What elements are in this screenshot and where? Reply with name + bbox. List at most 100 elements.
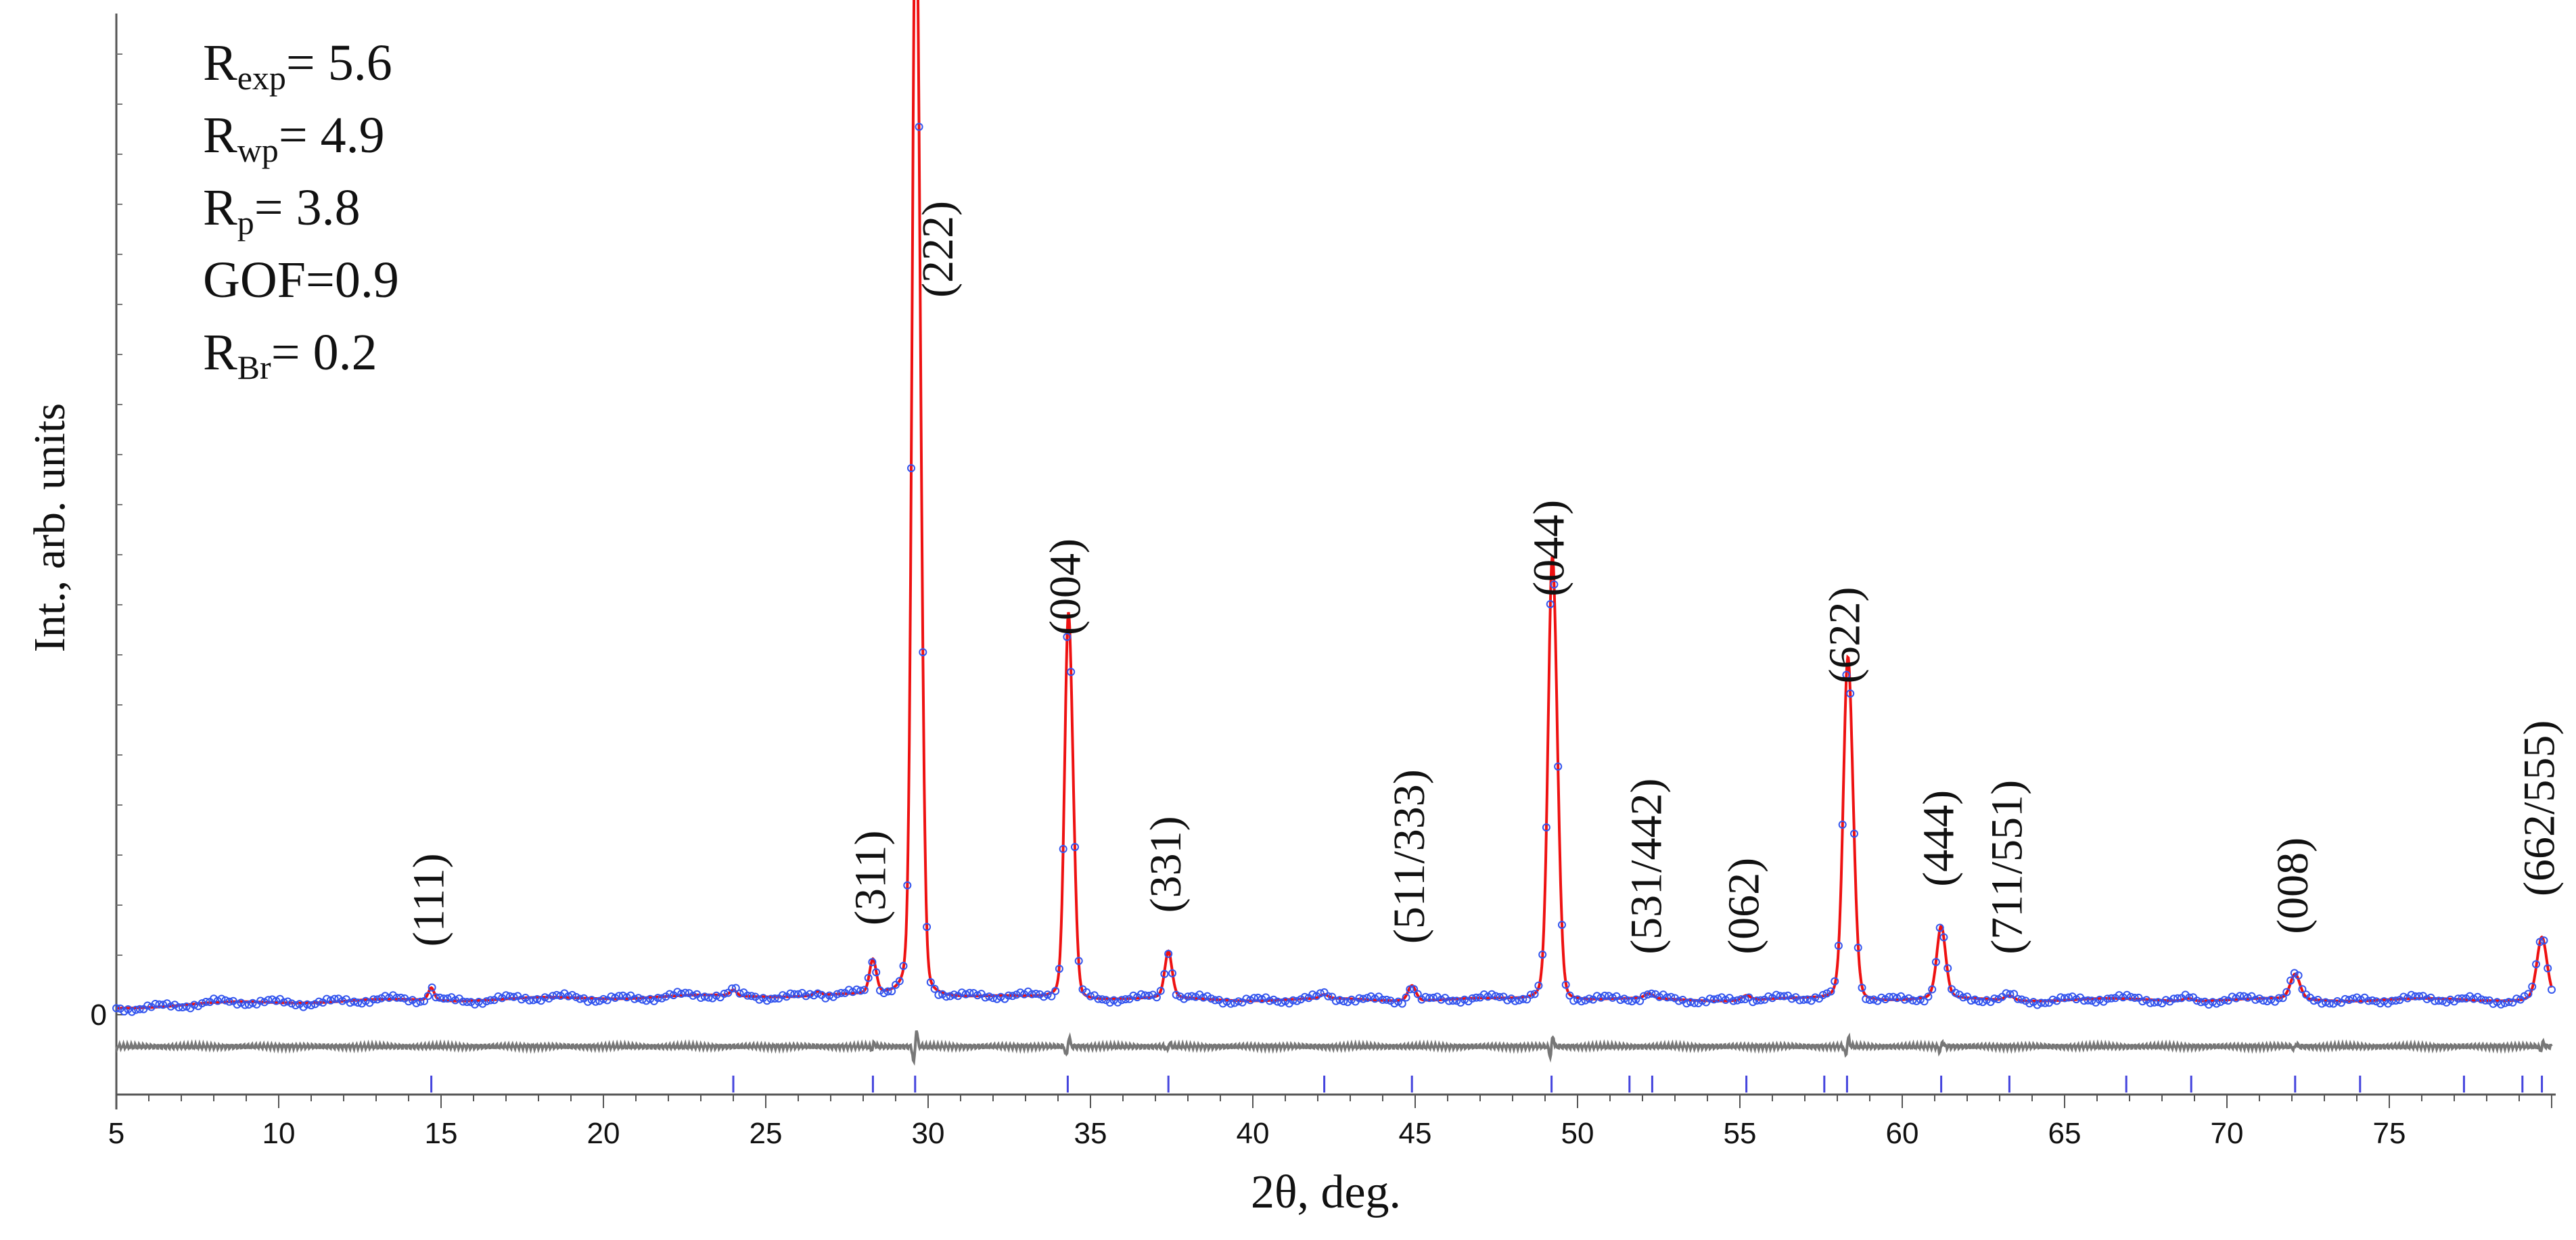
observed-point xyxy=(564,992,573,1001)
observed-point xyxy=(1939,933,1948,942)
observed-point xyxy=(2259,996,2268,1005)
observed-point xyxy=(436,993,444,1002)
observed-point xyxy=(864,973,873,982)
observed-point xyxy=(2524,990,2533,998)
observed-point xyxy=(790,990,799,998)
observed-point xyxy=(405,997,413,1006)
observed-point xyxy=(1698,996,1707,1005)
observed-point xyxy=(1468,994,1477,1003)
observed-point xyxy=(1838,821,1847,829)
observed-point xyxy=(1795,996,1804,1005)
observed-point xyxy=(568,990,576,999)
observed-point xyxy=(326,996,335,1005)
observed-point xyxy=(2025,999,2034,1008)
observed-point xyxy=(576,994,584,1003)
peak-label: (622) xyxy=(1820,587,1869,684)
observed-point xyxy=(1831,977,1839,986)
observed-point xyxy=(587,996,596,1005)
observed-point xyxy=(646,994,655,1003)
stat-line: RBr= 0.2 xyxy=(203,324,377,386)
observed-point xyxy=(1160,969,1169,978)
observed-point xyxy=(1136,990,1145,998)
observed-point xyxy=(1628,997,1636,1006)
observed-point xyxy=(1542,823,1550,832)
observed-point xyxy=(1546,600,1555,609)
x-tick-label: 10 xyxy=(262,1117,296,1150)
observed-point xyxy=(525,996,534,1005)
observed-point xyxy=(2208,998,2217,1007)
peak-label: (311) xyxy=(846,830,895,925)
observed-point xyxy=(1741,995,1749,1003)
observed-point xyxy=(2236,992,2245,1001)
observed-point xyxy=(1028,990,1036,998)
observed-point xyxy=(2072,995,2081,1004)
observed-point xyxy=(1550,580,1559,589)
observed-point xyxy=(350,997,359,1006)
observed-point xyxy=(1258,995,1266,1003)
observed-point xyxy=(373,995,382,1004)
observed-point xyxy=(1616,996,1625,1005)
observed-point xyxy=(2064,993,2073,1002)
observed-point xyxy=(2013,994,2022,1003)
observed-point xyxy=(611,994,620,1002)
observed-point xyxy=(926,978,935,986)
observed-point xyxy=(2341,994,2349,1003)
peak-label: (062) xyxy=(1720,858,1769,955)
observed-point xyxy=(1667,992,1676,1001)
observed-point xyxy=(1300,992,1309,1001)
observed-point xyxy=(1488,990,1496,998)
observed-point xyxy=(1990,994,1999,1003)
observed-point xyxy=(2325,999,2334,1008)
observed-point xyxy=(518,995,526,1004)
observed-point xyxy=(2435,996,2443,1005)
observed-point xyxy=(961,990,970,998)
observed-point xyxy=(1293,996,1302,1005)
observed-point xyxy=(221,996,230,1005)
observed-point xyxy=(825,991,834,1000)
observed-point xyxy=(1366,992,1375,1001)
observed-point xyxy=(2263,997,2272,1006)
observed-point xyxy=(1822,989,1831,998)
observed-point xyxy=(2469,994,2478,1003)
observed-point xyxy=(1900,995,1909,1004)
observed-point xyxy=(1842,670,1851,679)
observed-point xyxy=(1043,990,1052,999)
observed-point xyxy=(1881,995,1889,1004)
observed-point xyxy=(1234,997,1243,1006)
observed-point xyxy=(1511,996,1519,1005)
observed-point xyxy=(2415,992,2424,1001)
observed-point xyxy=(2274,994,2283,1003)
observed-point xyxy=(1850,829,1858,838)
observed-point xyxy=(1846,689,1855,698)
observed-point xyxy=(1382,995,1391,1004)
y-tick-label: 0 xyxy=(91,998,107,1032)
observed-point xyxy=(2216,998,2225,1006)
observed-point xyxy=(2294,971,2303,980)
observed-point xyxy=(2048,995,2057,1004)
observed-point xyxy=(844,986,853,994)
observed-point xyxy=(540,993,549,1002)
observed-point xyxy=(190,1001,199,1009)
observed-point xyxy=(1005,991,1013,1000)
stat-line: Rwp= 4.9 xyxy=(203,107,385,169)
observed-point xyxy=(833,990,842,998)
observed-point xyxy=(2282,988,2291,996)
observed-point xyxy=(1526,990,1535,999)
observed-point xyxy=(1982,996,1991,1005)
observed-point xyxy=(202,998,210,1006)
observed-point xyxy=(443,994,452,1003)
observed-point xyxy=(1413,990,1422,998)
observed-point xyxy=(591,997,600,1006)
x-tick-label: 20 xyxy=(587,1117,620,1150)
peak-label: (111) xyxy=(405,853,454,946)
observed-point xyxy=(700,992,709,1001)
observed-point xyxy=(2298,985,2307,994)
observed-point xyxy=(1484,992,1492,1001)
observed-point xyxy=(1118,996,1126,1005)
observed-point xyxy=(1862,994,1870,1003)
observed-point xyxy=(432,993,440,1002)
observed-point xyxy=(2010,990,2019,998)
observed-point xyxy=(985,992,994,1001)
x-tick-label: 30 xyxy=(912,1117,945,1150)
observed-point xyxy=(1928,985,1937,994)
